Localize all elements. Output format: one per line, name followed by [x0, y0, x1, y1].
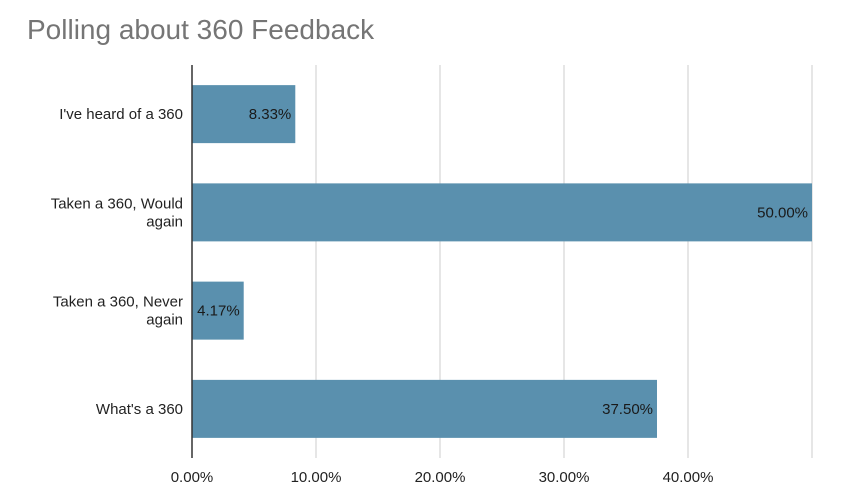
x-tick-label: 30.00% [539, 469, 590, 486]
x-tick-label: 40.00% [663, 469, 714, 486]
data-label: 8.33% [249, 106, 292, 123]
x-tick-label: 10.00% [291, 469, 342, 486]
category-label: Taken a 360, Never [53, 294, 183, 311]
data-label: 4.17% [197, 303, 240, 320]
category-label: I've heard of a 360 [59, 106, 183, 123]
bar [192, 85, 296, 144]
bar [192, 281, 244, 340]
category-label: Taken a 360, Would [51, 195, 183, 212]
data-label: 50.00% [757, 204, 808, 221]
data-label: 37.50% [602, 401, 653, 418]
category-label: What's a 360 [96, 401, 183, 418]
category-label: again [146, 312, 183, 329]
chart-title: Polling about 360 Feedback [27, 14, 375, 45]
category-label: again [146, 213, 183, 230]
bar [192, 183, 812, 242]
x-tick-label: 20.00% [415, 469, 466, 486]
bar [192, 379, 657, 438]
x-tick-label: 0.00% [171, 469, 214, 486]
